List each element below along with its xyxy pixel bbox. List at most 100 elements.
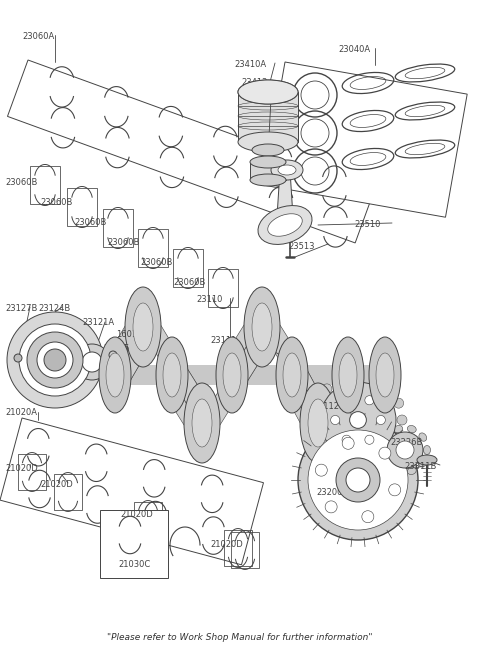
Circle shape (389, 484, 401, 496)
Bar (30, 166, 60, 204)
Bar (138, 229, 168, 267)
Bar (231, 532, 259, 568)
Polygon shape (164, 393, 210, 441)
Ellipse shape (369, 337, 401, 413)
Polygon shape (107, 345, 151, 393)
Circle shape (14, 354, 22, 362)
Polygon shape (254, 309, 300, 393)
Ellipse shape (223, 353, 241, 397)
Polygon shape (284, 357, 326, 441)
Polygon shape (224, 309, 270, 357)
Ellipse shape (376, 353, 394, 397)
Polygon shape (107, 309, 151, 357)
Text: 23110: 23110 (196, 295, 222, 304)
Ellipse shape (19, 324, 91, 396)
Ellipse shape (27, 332, 83, 388)
Ellipse shape (74, 344, 110, 380)
Circle shape (384, 446, 394, 456)
Ellipse shape (332, 337, 364, 413)
Polygon shape (0, 418, 264, 565)
Bar (173, 249, 203, 287)
Circle shape (362, 511, 374, 523)
Text: 1601DG: 1601DG (116, 330, 150, 339)
Circle shape (379, 447, 391, 459)
Ellipse shape (339, 353, 357, 397)
Ellipse shape (125, 287, 161, 367)
Circle shape (346, 468, 370, 492)
Text: 21020D: 21020D (210, 540, 243, 549)
Circle shape (331, 415, 340, 424)
Polygon shape (224, 309, 270, 393)
Ellipse shape (384, 433, 391, 441)
Ellipse shape (384, 458, 391, 467)
Ellipse shape (106, 353, 124, 397)
Circle shape (109, 351, 117, 359)
Circle shape (322, 446, 332, 456)
Circle shape (370, 375, 380, 384)
Circle shape (315, 464, 327, 476)
Polygon shape (238, 92, 298, 142)
Ellipse shape (408, 426, 416, 433)
Circle shape (370, 456, 380, 466)
Ellipse shape (238, 132, 298, 152)
Circle shape (336, 375, 346, 384)
Circle shape (365, 435, 374, 444)
Polygon shape (284, 393, 326, 441)
Ellipse shape (252, 144, 284, 156)
Ellipse shape (216, 337, 248, 413)
Polygon shape (107, 309, 151, 393)
Text: 23510: 23510 (354, 220, 380, 229)
Circle shape (394, 432, 404, 442)
Ellipse shape (244, 287, 280, 367)
Text: 21020D: 21020D (120, 510, 153, 519)
Bar (250, 162, 286, 180)
Text: 23125: 23125 (103, 344, 130, 353)
Circle shape (312, 432, 323, 442)
Text: 23311B: 23311B (404, 462, 436, 471)
Ellipse shape (99, 337, 131, 413)
Bar (103, 209, 133, 247)
Bar (134, 502, 162, 538)
Text: 23200D: 23200D (316, 488, 349, 497)
Ellipse shape (252, 303, 272, 351)
Circle shape (396, 441, 414, 459)
Circle shape (353, 371, 363, 381)
Circle shape (312, 398, 323, 408)
Text: 23060B: 23060B (140, 258, 172, 267)
Ellipse shape (268, 214, 302, 236)
Ellipse shape (238, 80, 298, 104)
Ellipse shape (419, 433, 427, 441)
Text: "Please refer to Work Shop Manual for further information": "Please refer to Work Shop Manual for fu… (107, 633, 373, 641)
Ellipse shape (82, 352, 102, 372)
Text: 23060B: 23060B (5, 178, 37, 187)
Text: 21121A: 21121A (318, 402, 350, 411)
Polygon shape (8, 60, 376, 243)
Text: 23127B: 23127B (5, 304, 37, 313)
Text: 21020D: 21020D (40, 480, 73, 489)
Ellipse shape (184, 383, 220, 463)
Text: 23060B: 23060B (74, 218, 107, 227)
Text: 21020A: 21020A (5, 408, 37, 417)
Polygon shape (277, 170, 293, 217)
Bar (18, 454, 46, 490)
Polygon shape (224, 345, 270, 393)
Ellipse shape (250, 174, 286, 186)
Ellipse shape (250, 156, 286, 168)
Ellipse shape (300, 383, 336, 463)
Text: 23410A: 23410A (234, 60, 266, 69)
Polygon shape (284, 357, 326, 405)
Polygon shape (135, 309, 180, 393)
Bar (67, 188, 97, 226)
Ellipse shape (258, 206, 312, 244)
Polygon shape (264, 62, 467, 217)
Ellipse shape (283, 353, 301, 397)
Text: 23226B: 23226B (390, 438, 422, 447)
Text: 23122A: 23122A (58, 358, 90, 367)
Ellipse shape (408, 467, 416, 474)
Circle shape (336, 456, 346, 466)
Ellipse shape (423, 445, 431, 455)
Text: 23040A: 23040A (338, 45, 370, 54)
Circle shape (394, 398, 404, 408)
Bar (100, 510, 168, 578)
Ellipse shape (417, 455, 437, 465)
